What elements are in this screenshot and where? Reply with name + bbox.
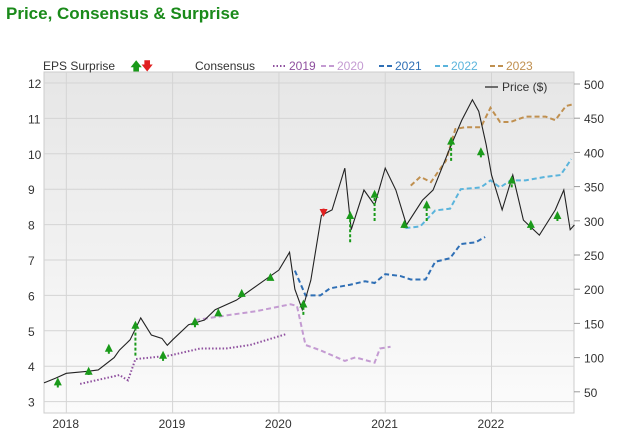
surprise-beat-arrow-icon — [526, 219, 535, 230]
legend-year-2019: 2019 — [289, 59, 316, 73]
price-line — [43, 98, 575, 384]
surprise-beat-arrow-icon — [190, 317, 199, 328]
legend-eps-surprise: EPS Surprise — [43, 59, 115, 73]
surprise-beat-arrow-icon — [553, 210, 562, 222]
surprise-beat-arrow-icon — [422, 200, 431, 222]
surprise-beat-arrow-icon — [53, 377, 62, 388]
surprise-beat-arrow-icon — [266, 272, 275, 281]
x-tick-label: 2018 — [52, 417, 79, 431]
y-left-tick-label: 9 — [28, 183, 35, 197]
chart-title: Price, Consensus & Surprise — [6, 4, 240, 23]
y-left-tick-label: 5 — [28, 325, 35, 339]
y-right-tick-label: 400 — [584, 146, 604, 160]
y-left-tick-label: 11 — [28, 112, 41, 126]
y-right-tick-label: 500 — [584, 78, 604, 92]
y-left-tick-label: 6 — [28, 289, 35, 303]
surprise-beat-arrow-icon — [447, 136, 456, 161]
surprise-beat-arrow-icon — [476, 147, 485, 158]
surprise-beat-arrow-icon — [370, 189, 379, 222]
y-left-tick-label: 7 — [28, 254, 35, 268]
legend-year-2023: 2023 — [506, 59, 533, 73]
x-tick-label: 2022 — [478, 417, 505, 431]
surprise-beat-arrow-icon — [400, 219, 409, 229]
y-right-tick-label: 100 — [584, 352, 604, 366]
surprise-beat-arrow-icon — [299, 299, 308, 315]
surprise-beat-arrow-icon — [104, 343, 113, 354]
consensus-line-2023 — [410, 103, 574, 187]
surprise-miss-arrow-icon — [319, 208, 328, 217]
surprise-beat-arrow-icon — [159, 350, 168, 361]
surprise-beat-arrow-icon — [346, 210, 355, 243]
y-right-tick-label: 200 — [584, 283, 604, 297]
consensus-line-2020 — [194, 303, 391, 364]
y-right-tick-label: 300 — [584, 215, 604, 229]
legend-year-2020: 2020 — [337, 59, 364, 73]
surprise-beat-arrow-icon — [131, 320, 140, 356]
x-tick-label: 2021 — [371, 417, 398, 431]
y-right-tick-label: 250 — [584, 249, 604, 263]
surprise-beat-arrow-icon — [507, 175, 516, 188]
legend-year-2021: 2021 — [395, 59, 422, 73]
surprise-beat-arrow-icon — [84, 366, 93, 376]
legend-down-arrow-icon: 🡇 — [141, 59, 153, 73]
legend: EPS Surprise 🡅 🡇 Consensus 2019 2020 2021 2… — [43, 59, 547, 94]
y-right-tick-label: 350 — [584, 181, 604, 195]
consensus-line-2022 — [405, 158, 573, 230]
y-left-tick-label: 10 — [28, 148, 42, 162]
y-left-tick-label: 12 — [28, 77, 42, 91]
y-right-tick-label: 50 — [584, 386, 598, 400]
y-left-tick-label: 3 — [28, 396, 35, 410]
legend-year-2022: 2022 — [451, 59, 478, 73]
consensus-line-2021 — [293, 236, 486, 297]
y-left-tick-label: 4 — [28, 360, 35, 374]
y-right-tick-label: 150 — [584, 317, 604, 331]
legend-price: Price ($) — [502, 80, 547, 94]
x-tick-label: 2020 — [265, 417, 292, 431]
surprise-beat-arrow-icon — [214, 308, 223, 317]
surprise-beat-arrow-icon — [237, 288, 246, 298]
legend-up-arrow-icon: 🡅 — [130, 59, 142, 73]
y-left-tick-label: 8 — [28, 219, 35, 233]
legend-consensus: Consensus — [195, 59, 255, 73]
plot-area — [43, 71, 575, 414]
y-right-tick-label: 450 — [584, 112, 604, 126]
x-tick-label: 2019 — [159, 417, 186, 431]
